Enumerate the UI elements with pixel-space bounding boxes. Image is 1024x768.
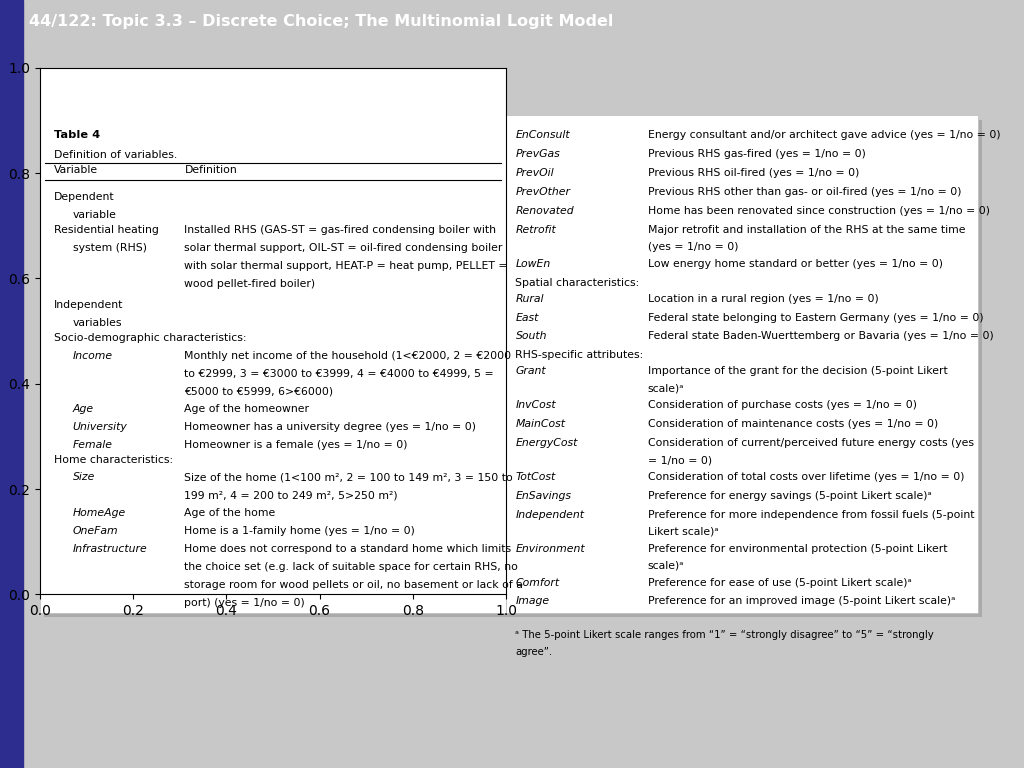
Text: Definition of variables.: Definition of variables.	[54, 150, 177, 160]
Text: port) (yes = 1/no = 0): port) (yes = 1/no = 0)	[184, 598, 305, 608]
Text: Renovated: Renovated	[515, 206, 574, 216]
Text: Consideration of total costs over lifetime (yes = 1/no = 0): Consideration of total costs over lifeti…	[647, 472, 965, 482]
Text: 199 m², 4 = 200 to 249 m², 5>250 m²): 199 m², 4 = 200 to 249 m², 5>250 m²)	[184, 491, 398, 501]
Text: Independent: Independent	[54, 300, 123, 310]
Text: €5000 to €5999, 6>€6000): €5000 to €5999, 6>€6000)	[184, 386, 334, 396]
Text: Previous RHS other than gas- or oil-fired (yes = 1/no = 0): Previous RHS other than gas- or oil-fire…	[647, 187, 962, 197]
Text: Preference for more independence from fossil fuels (5-point: Preference for more independence from fo…	[647, 510, 974, 520]
Text: Dependent: Dependent	[54, 193, 115, 203]
Text: Preference for ease of use (5-point Likert scale)ᵃ: Preference for ease of use (5-point Like…	[647, 578, 911, 588]
Text: Age: Age	[73, 405, 94, 415]
Text: Rural: Rural	[515, 293, 544, 303]
Text: EnergyCost: EnergyCost	[515, 438, 578, 448]
Text: University: University	[73, 422, 127, 432]
Text: Consideration of maintenance costs (yes = 1/no = 0): Consideration of maintenance costs (yes …	[647, 419, 938, 429]
Text: = 1/no = 0): = 1/no = 0)	[647, 455, 712, 465]
Text: Environment: Environment	[515, 544, 585, 554]
Text: Location in a rural region (yes = 1/no = 0): Location in a rural region (yes = 1/no =…	[647, 293, 879, 303]
Text: East: East	[515, 313, 539, 323]
Text: Socio-demographic characteristics:: Socio-demographic characteristics:	[54, 333, 247, 343]
Text: Retrofit: Retrofit	[515, 225, 556, 235]
Text: Preference for an improved image (5-point Likert scale)ᵃ: Preference for an improved image (5-poin…	[647, 597, 955, 607]
Text: Age of the homeowner: Age of the homeowner	[184, 405, 309, 415]
Text: to €2999, 3 = €3000 to €3999, 4 = €4000 to €4999, 5 =: to €2999, 3 = €3000 to €3999, 4 = €4000 …	[184, 369, 495, 379]
Text: variable: variable	[73, 210, 117, 220]
Text: variables: variables	[73, 318, 122, 329]
Text: Preference for energy savings (5-point Likert scale)ᵃ: Preference for energy savings (5-point L…	[647, 491, 932, 501]
Text: Homeowner is a female (yes = 1/no = 0): Homeowner is a female (yes = 1/no = 0)	[184, 440, 408, 450]
Text: Major retrofit and installation of the RHS at the same time: Major retrofit and installation of the R…	[647, 225, 965, 235]
Text: Grant: Grant	[515, 366, 546, 376]
Text: EnConsult: EnConsult	[515, 130, 570, 140]
Bar	[510, 120, 982, 617]
Bar	[506, 115, 978, 613]
Text: solar thermal support, OIL-ST = oil-fired condensing boiler: solar thermal support, OIL-ST = oil-fire…	[184, 243, 503, 253]
Text: Likert scale)ᵃ: Likert scale)ᵃ	[647, 527, 718, 537]
Text: Preference for environmental protection (5-point Likert: Preference for environmental protection …	[647, 544, 947, 554]
Text: HomeAge: HomeAge	[73, 508, 126, 518]
Text: Residential heating: Residential heating	[54, 225, 159, 235]
Text: Consideration of purchase costs (yes = 1/no = 0): Consideration of purchase costs (yes = 1…	[647, 400, 916, 410]
Text: (yes = 1/no = 0): (yes = 1/no = 0)	[647, 242, 738, 252]
Text: Federal state belonging to Eastern Germany (yes = 1/no = 0): Federal state belonging to Eastern Germa…	[647, 313, 983, 323]
Text: Independent: Independent	[515, 510, 585, 520]
Text: Low energy home standard or better (yes = 1/no = 0): Low energy home standard or better (yes …	[647, 259, 943, 269]
Text: Income: Income	[73, 351, 113, 361]
Text: the choice set (e.g. lack of suitable space for certain RHS, no: the choice set (e.g. lack of suitable sp…	[184, 562, 518, 572]
Text: Importance of the grant for the decision (5-point Likert: Importance of the grant for the decision…	[647, 366, 947, 376]
Text: Definition: Definition	[184, 165, 238, 175]
Text: Federal state Baden-Wuerttemberg or Bavaria (yes = 1/no = 0): Federal state Baden-Wuerttemberg or Bava…	[647, 332, 993, 342]
Text: Home does not correspond to a standard home which limits: Home does not correspond to a standard h…	[184, 545, 512, 554]
Text: Home is a 1-family home (yes = 1/no = 0): Home is a 1-family home (yes = 1/no = 0)	[184, 526, 416, 536]
Text: LowEn: LowEn	[515, 259, 551, 269]
Text: InvCost: InvCost	[515, 400, 556, 410]
Text: 44/122: Topic 3.3 – Discrete Choice; The Multinomial Logit Model: 44/122: Topic 3.3 – Discrete Choice; The…	[29, 15, 613, 29]
Bar	[0, 42, 23, 768]
Text: PrevOther: PrevOther	[515, 187, 570, 197]
Text: PrevOil: PrevOil	[515, 168, 554, 178]
Text: Previous RHS gas-fired (yes = 1/no = 0): Previous RHS gas-fired (yes = 1/no = 0)	[647, 149, 865, 159]
Text: EnSavings: EnSavings	[515, 491, 571, 501]
Bar	[40, 115, 506, 613]
Text: scale)ᵃ: scale)ᵃ	[647, 383, 684, 393]
Text: Table 4: Table 4	[54, 130, 100, 140]
Bar	[0, 0, 23, 42]
Text: PrevGas: PrevGas	[515, 149, 560, 159]
Text: TotCost: TotCost	[515, 472, 556, 482]
Text: RHS-specific attributes:: RHS-specific attributes:	[515, 350, 644, 360]
Text: Size: Size	[73, 472, 95, 482]
Text: South: South	[515, 332, 547, 342]
Text: wood pellet-fired boiler): wood pellet-fired boiler)	[184, 279, 315, 289]
Text: Consideration of current/perceived future energy costs (yes: Consideration of current/perceived futur…	[647, 438, 974, 448]
Text: OneFam: OneFam	[73, 526, 118, 536]
Text: storage room for wood pellets or oil, no basement or lack of a: storage room for wood pellets or oil, no…	[184, 580, 523, 590]
Text: scale)ᵃ: scale)ᵃ	[647, 561, 684, 571]
Text: Previous RHS oil-fired (yes = 1/no = 0): Previous RHS oil-fired (yes = 1/no = 0)	[647, 168, 859, 178]
Text: Spatial characteristics:: Spatial characteristics:	[515, 277, 640, 287]
Text: agree”.: agree”.	[515, 647, 553, 657]
Text: Homeowner has a university degree (yes = 1/no = 0): Homeowner has a university degree (yes =…	[184, 422, 476, 432]
Text: Infrastructure: Infrastructure	[73, 545, 147, 554]
Text: Monthly net income of the household (1<€2000, 2 = €2000: Monthly net income of the household (1<€…	[184, 351, 512, 361]
Text: Image: Image	[515, 597, 550, 607]
Text: Size of the home (1<100 m², 2 = 100 to 149 m², 3 = 150 to: Size of the home (1<100 m², 2 = 100 to 1…	[184, 472, 513, 482]
Text: system (RHS): system (RHS)	[73, 243, 146, 253]
Text: Variable: Variable	[54, 165, 98, 175]
Text: MainCost: MainCost	[515, 419, 565, 429]
Text: ᵃ The 5-point Likert scale ranges from “1” = “strongly disagree” to “5” = “stron: ᵃ The 5-point Likert scale ranges from “…	[515, 631, 934, 641]
Text: Energy consultant and/or architect gave advice (yes = 1/no = 0): Energy consultant and/or architect gave …	[647, 130, 1000, 140]
Text: Home characteristics:: Home characteristics:	[54, 455, 173, 465]
Text: with solar thermal support, HEAT-P = heat pump, PELLET =: with solar thermal support, HEAT-P = hea…	[184, 260, 508, 270]
Text: Female: Female	[73, 440, 113, 450]
Text: Installed RHS (GAS-ST = gas-fired condensing boiler with: Installed RHS (GAS-ST = gas-fired conden…	[184, 225, 497, 235]
Text: Age of the home: Age of the home	[184, 508, 275, 518]
Text: Comfort: Comfort	[515, 578, 559, 588]
Text: Home has been renovated since construction (yes = 1/no = 0): Home has been renovated since constructi…	[647, 206, 989, 216]
Bar	[44, 120, 510, 617]
